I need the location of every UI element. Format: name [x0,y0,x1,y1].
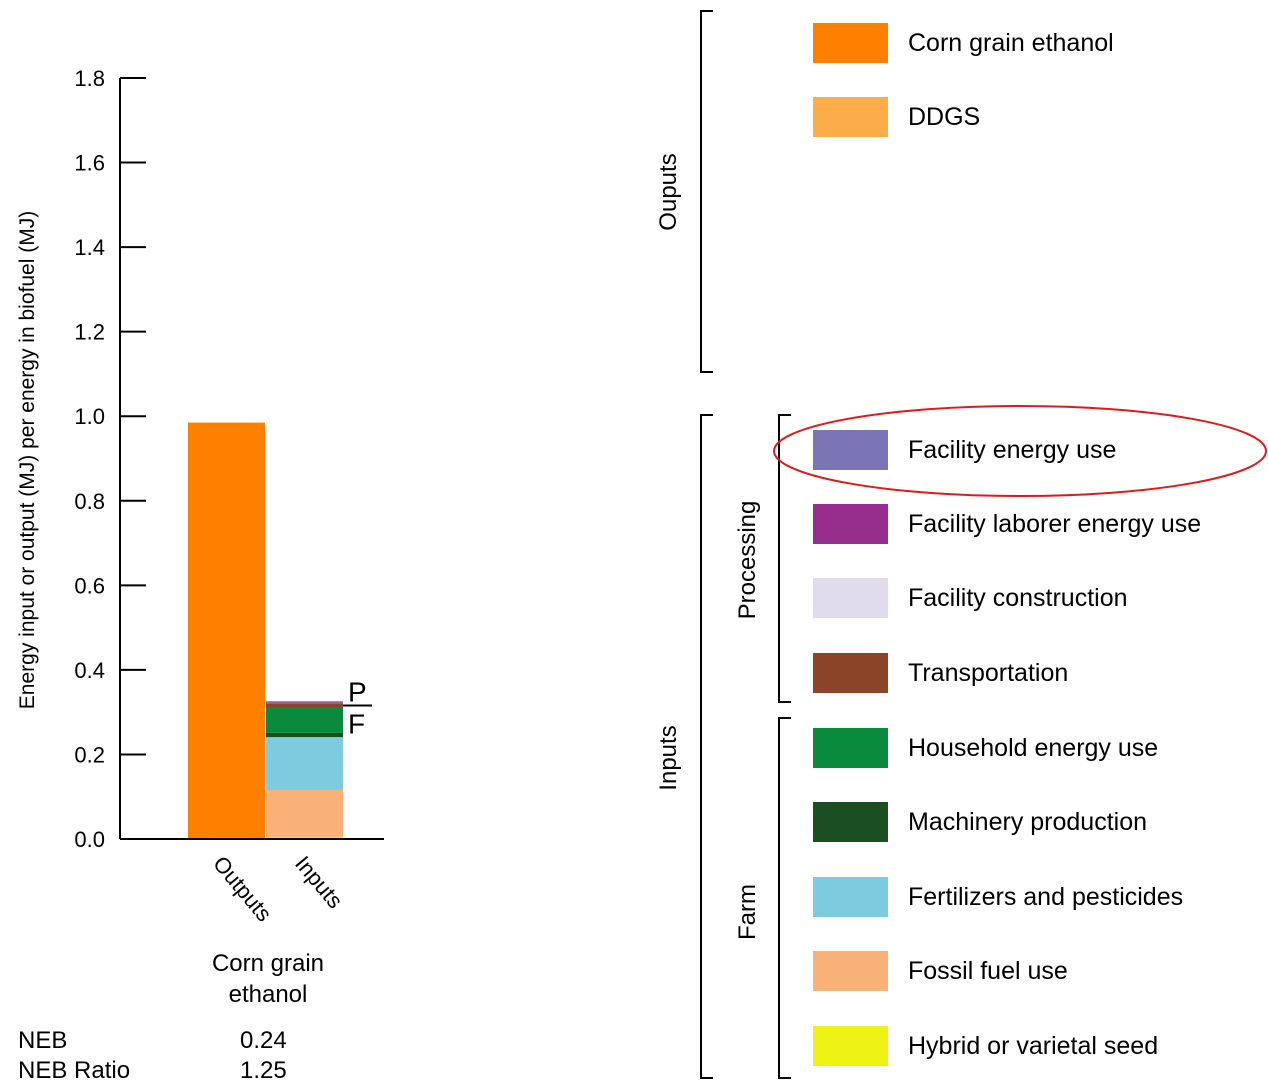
bracket-processing [778,414,791,703]
legend-swatch-facility-energy-use [813,430,888,470]
bar-inputs-fossil-fuel-use [266,789,343,838]
legend-swatch-fertilizers-and-pesticides [813,877,888,917]
legend-swatch-hybrid-or-varietal-seed [813,1026,888,1066]
neb-ratio-value: 1.25 [240,1057,287,1084]
legend-label-facility-energy-use: Facility energy use [908,436,1116,464]
group-label-inputs: Inputs [655,725,682,790]
bracket-ouputs [700,10,713,373]
neb-ratio-label: NEB Ratio [18,1057,131,1084]
legend-swatch-transportation [813,653,888,693]
x-axis: Outputs Inputs Corn grain ethanol [120,838,384,1008]
legend-swatch-ddgs [813,97,888,137]
legend-swatch-corn-grain-ethanol [813,23,888,63]
y-tick-label: 0.4 [74,658,105,683]
highlight-ellipse [773,405,1267,497]
legend-swatch-machinery-production [813,802,888,842]
bracket-inputs [700,414,713,1079]
farm-mark: F [348,709,365,740]
legend-label-machinery-production: Machinery production [908,808,1147,836]
legend-label-facility-construction: Facility construction [908,584,1128,612]
y-axis-title: Energy input or output (MJ) per energy i… [16,211,39,709]
legend-label-hybrid-or-varietal-seed: Hybrid or varietal seed [908,1032,1158,1060]
group-label-ouputs: Ouputs [655,153,682,230]
legend-label-corn-grain-ethanol: Corn grain ethanol [908,29,1114,57]
bar-inputs-transportation [266,702,343,708]
bar-inputs-household-energy-use [266,707,343,733]
y-tick-label: 0.6 [74,573,105,598]
bracket-farm [778,717,791,1079]
legend-swatch-household-energy-use [813,728,888,768]
y-tick-label: 0.8 [74,489,105,514]
legend-swatch-facility-laborer-energy-use [813,504,888,544]
legend-label-fossil-fuel-use: Fossil fuel use [908,957,1068,985]
x-group-label-line2: ethanol [229,981,308,1008]
y-axis: 0.0 0.2 0.4 0.6 0.8 1.0 1.2 1.4 1.6 1.8 Energy inp… [16,66,146,852]
legend-label-fertilizers-and-pesticides: Fertilizers and pesticides [908,883,1183,911]
legend-label-transportation: Transportation [908,659,1068,687]
neb-value: 0.24 [240,1027,287,1054]
y-tick-label: 0.0 [74,827,105,852]
group-label-processing: Processing [734,501,761,620]
legend-label-household-energy-use: Household energy use [908,734,1158,762]
legend-swatch-facility-construction [813,578,888,618]
legend-label-ddgs: DDGS [908,103,980,131]
y-tick-label: 1.2 [74,320,105,345]
y-tick-label: 1.0 [74,404,105,429]
legend-label-facility-laborer-energy-use: Facility laborer energy use [908,510,1201,538]
legend: Corn grain ethanol DDGS Facility energy us… [655,10,1267,1079]
x-group-label-line1: Corn grain [212,950,324,977]
bar-outputs-corn-grain-ethanol [188,422,265,839]
bar-inputs-fertilizers-and-pesticides [266,737,343,790]
x-tick-label-inputs: Inputs [290,851,348,913]
y-tick-label: 1.6 [74,151,105,176]
neb-label: NEB [18,1027,68,1054]
y-tick-label: 1.4 [74,235,105,260]
bars: PF [188,422,372,839]
y-tick-label: 0.2 [74,742,105,767]
x-tick-label-outputs: Outputs [208,851,277,926]
legend-swatch-fossil-fuel-use [813,951,888,991]
processing-mark: P [348,677,367,708]
group-label-farm: Farm [734,884,761,940]
y-tick-label: 1.8 [74,66,105,91]
bar-inputs-facility-energy-use [266,701,343,703]
bar-inputs-machinery-production [266,732,343,738]
